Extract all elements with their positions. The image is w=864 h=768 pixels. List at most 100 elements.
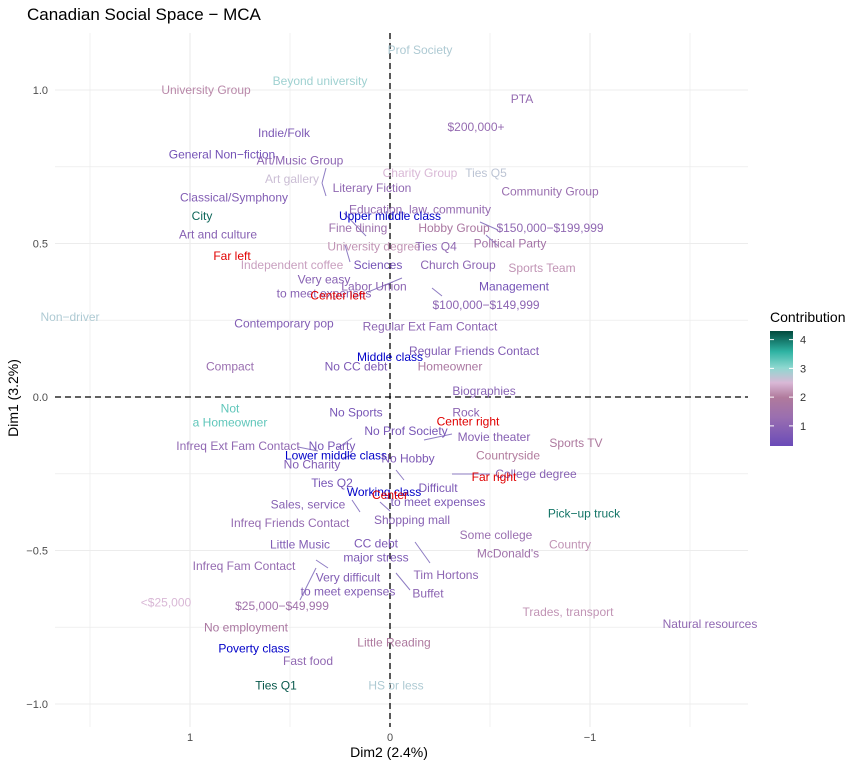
point-label: Ties Q4 — [415, 240, 457, 254]
point-label-text: Charity Group — [383, 166, 458, 180]
point-label: Poverty class — [218, 642, 289, 656]
point-label-text: Far right — [472, 470, 517, 484]
point-label-text: No Charity — [284, 458, 341, 472]
point-label: Charity Group — [383, 166, 458, 180]
point-label: Biographies — [452, 384, 515, 398]
point-label-text: Center right — [437, 415, 500, 429]
y-tick-label: 0.5 — [33, 239, 48, 251]
legend-title: Contribution — [770, 309, 846, 325]
point-label-text: No Party — [309, 439, 356, 453]
point-label: PTA — [511, 92, 533, 106]
point-label-text: Poverty class — [218, 642, 289, 656]
point-label-text: Education, law, community — [349, 203, 491, 217]
point-label: Movie theater — [458, 430, 531, 444]
point-label: Art and culture — [179, 227, 257, 241]
point-label-text: Art/Music Group — [257, 154, 344, 168]
point-label-text: Political Party — [474, 237, 547, 251]
point-label-text: $150,000−$199,999 — [496, 221, 603, 235]
point-label-text: Prof Society — [388, 43, 453, 57]
label-leader-line — [299, 567, 317, 601]
point-label-text: Sciences — [354, 258, 403, 272]
point-label: Tim Hortons — [414, 568, 479, 582]
point-label-text: CC debt — [354, 537, 399, 551]
point-label-text: Tim Hortons — [414, 568, 479, 582]
point-label: Regular Friends Contact — [409, 344, 540, 358]
point-label-text: Labor Union — [341, 279, 406, 293]
point-label: Labor Union — [341, 279, 406, 293]
point-label: Sciences — [354, 258, 403, 272]
y-tick-label: −1.0 — [26, 699, 48, 711]
point-label: Regular Ext Fam Contact — [363, 319, 498, 333]
point-label: No Sports — [329, 405, 382, 419]
point-label-text: Infreq Ext Fam Contact — [176, 439, 300, 453]
y-axis-title: Dim1 (3.2%) — [5, 359, 21, 437]
point-label-text: Very difficult — [316, 570, 381, 584]
label-leader-line — [379, 501, 391, 512]
point-label-text: Art gallery — [265, 172, 319, 186]
point-label: Fast food — [283, 654, 333, 668]
point-label-text: No CC debt — [325, 359, 388, 373]
point-label-text: Regular Ext Fam Contact — [363, 319, 498, 333]
point-label-text: Ties Q2 — [311, 476, 353, 490]
legend-colorbar — [770, 331, 793, 446]
point-label-text: Center left — [310, 289, 366, 303]
point-label: Literary Fiction — [333, 181, 412, 195]
legend-tick-label: 4 — [800, 335, 806, 347]
label-leader-line — [342, 454, 353, 459]
point-label-text: Fine dining — [329, 221, 388, 235]
point-label-text: Rock — [452, 405, 480, 419]
point-label: Center right — [437, 415, 500, 429]
point-label-text: Upper middle class — [339, 209, 441, 223]
point-label: Sports Team — [508, 261, 575, 275]
point-label-text: Literary Fiction — [333, 181, 412, 195]
point-label-text: No Hobby — [381, 451, 434, 465]
point-label: Infreq Ext Fam Contact — [176, 439, 300, 453]
point-label: Compact — [206, 359, 255, 373]
label-leader-line — [395, 572, 411, 591]
point-label-text: City — [192, 209, 213, 223]
legend-tick-label: 2 — [800, 392, 806, 404]
label-leader-line — [321, 167, 327, 184]
point-label: Ties Q5 — [465, 166, 507, 180]
point-label-text: Regular Friends Contact — [409, 344, 540, 358]
point-label: Education, law, community — [349, 203, 491, 217]
point-label: Little Reading — [357, 636, 430, 650]
point-label-text: Ties Q5 — [465, 166, 507, 180]
point-label: Buffet — [412, 586, 444, 600]
point-label: No Hobby — [381, 451, 434, 465]
x-tick-label: 1 — [187, 732, 193, 744]
point-label: Fine dining — [329, 221, 388, 235]
point-label-text: No employment — [204, 620, 289, 634]
point-label-text: Shopping mall — [374, 513, 450, 527]
point-label: $25,000−$49,999 — [235, 599, 329, 613]
label-leader-line — [395, 469, 405, 481]
point-label: Art/Music Group — [257, 154, 344, 168]
point-label: Independent coffee — [241, 258, 344, 272]
point-label-text: General Non−fiction — [169, 147, 275, 161]
point-label-text: Sales, service — [271, 497, 346, 511]
point-label: McDonald's — [477, 547, 539, 561]
label-leader-line — [423, 433, 453, 441]
label-leader-line — [479, 221, 499, 231]
point-label-text: Church Group — [420, 258, 496, 272]
point-label-text: Movie theater — [458, 430, 531, 444]
point-label-text: HS or less — [368, 679, 423, 693]
point-label-text: Center — [372, 488, 408, 502]
point-label-text: Lower middle class — [285, 448, 387, 462]
point-label-text: Countryside — [476, 448, 540, 462]
point-label: College degree — [495, 467, 577, 481]
point-label: Rock — [452, 405, 480, 419]
point-label-text: Independent coffee — [241, 258, 344, 272]
point-label: $200,000+ — [447, 120, 504, 134]
point-label-text: $200,000+ — [447, 120, 504, 134]
point-label-text: Very easy — [298, 272, 351, 286]
point-label: Lower middle class — [285, 448, 387, 462]
point-label-text: PTA — [511, 92, 533, 106]
label-leader-line — [321, 182, 327, 197]
x-tick-label: −1 — [584, 732, 597, 744]
point-label: No Prof Society — [364, 424, 447, 438]
point-label: No CC debt — [325, 359, 388, 373]
point-label: Ties Q2 — [311, 476, 353, 490]
